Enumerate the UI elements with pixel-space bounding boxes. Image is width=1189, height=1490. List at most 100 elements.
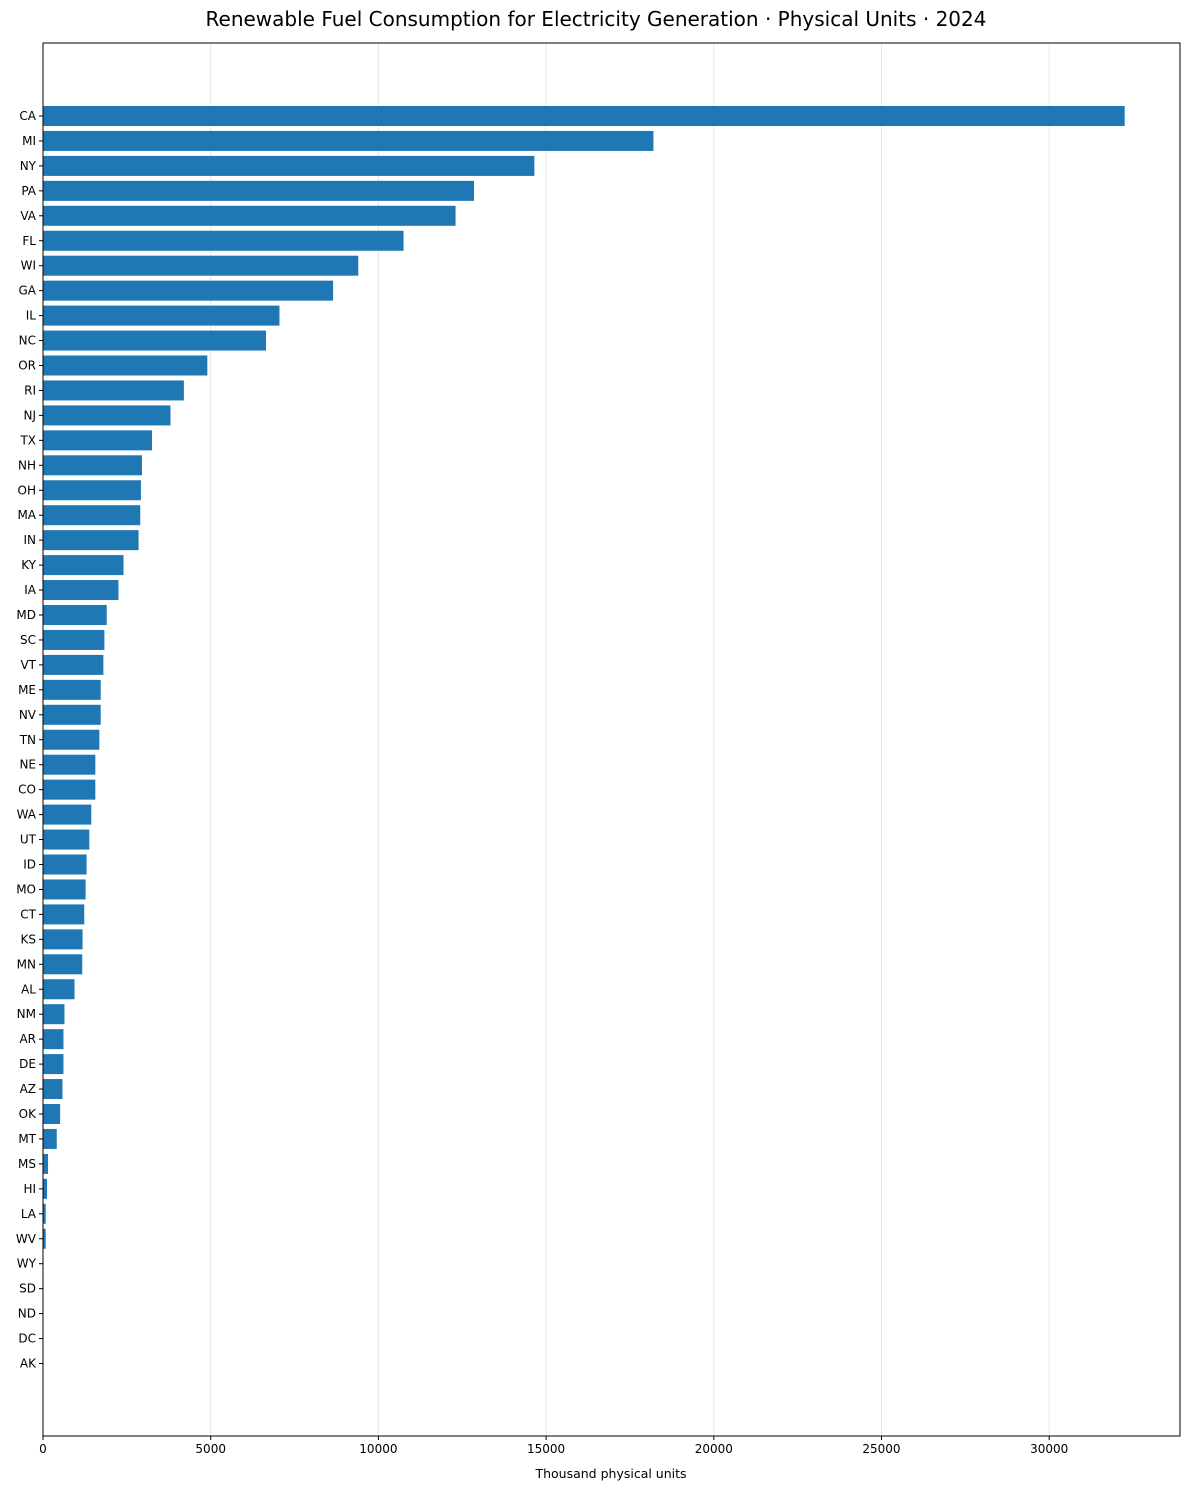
x-axis-label: Thousand physical units — [534, 1466, 686, 1481]
bar-vt — [43, 654, 104, 675]
x-tick-label: 30000 — [1030, 1442, 1068, 1456]
y-tick-label: SC — [20, 633, 36, 647]
bar-ks — [43, 929, 83, 950]
x-tick-label: 15000 — [527, 1442, 565, 1456]
y-tick-label: PA — [21, 184, 36, 198]
bar-ms — [43, 1153, 49, 1174]
y-tick-label: SD — [19, 1282, 36, 1296]
y-tick-label: CO — [18, 783, 36, 797]
bar-la — [43, 1203, 46, 1224]
bar-ga — [43, 280, 334, 301]
y-tick-label: NV — [19, 708, 37, 722]
y-tick-label: KY — [21, 558, 36, 572]
bar-az — [43, 1079, 63, 1100]
x-tick-label: 20000 — [695, 1442, 733, 1456]
y-tick-label: ND — [18, 1307, 36, 1321]
bar-ar — [43, 1029, 64, 1050]
x-tick-label: 10000 — [359, 1442, 397, 1456]
bar-me — [43, 679, 101, 700]
bar-ny — [43, 155, 535, 176]
bar-tn — [43, 729, 100, 750]
y-tick-label: VT — [20, 658, 36, 672]
chart-title: Renewable Fuel Consumption for Electrici… — [206, 7, 987, 31]
bar-hi — [43, 1178, 48, 1199]
bar-wv — [43, 1228, 46, 1249]
y-tick-label: NM — [17, 1007, 36, 1021]
x-tick-label: 5000 — [195, 1442, 226, 1456]
y-tick-label: VA — [20, 209, 36, 223]
bars — [43, 106, 1125, 1249]
y-tick-label: FL — [22, 234, 36, 248]
bar-nm — [43, 1004, 65, 1025]
y-tick-label: DC — [18, 1332, 36, 1346]
bar-ri — [43, 380, 184, 401]
y-tick-label: TX — [19, 433, 36, 447]
y-tick-label: HI — [23, 1182, 36, 1196]
bar-mt — [43, 1128, 57, 1149]
y-tick-label: WI — [21, 259, 36, 273]
bar-nh — [43, 455, 142, 476]
bar-va — [43, 205, 456, 226]
bar-ia — [43, 580, 119, 601]
y-tick-label: NJ — [23, 408, 36, 422]
y-tick-label: TN — [19, 733, 36, 747]
y-tick-label: CT — [20, 907, 36, 921]
y-tick-label: MT — [18, 1132, 36, 1146]
bar-ct — [43, 904, 85, 925]
bar-ky — [43, 555, 124, 576]
bar-wa — [43, 804, 92, 825]
y-tick-label: KS — [21, 932, 37, 946]
x-axis-ticks: 0 5000 10000 15000 20000 25000 30000 — [39, 1436, 1068, 1456]
y-tick-label: WV — [16, 1232, 37, 1246]
bar-wi — [43, 255, 359, 276]
y-tick-label: MO — [16, 882, 36, 896]
y-tick-label: MS — [18, 1157, 36, 1171]
y-tick-label: ME — [18, 683, 36, 697]
bar-in — [43, 530, 139, 551]
x-tick-label: 0 — [39, 1442, 47, 1456]
bar-al — [43, 979, 75, 1000]
y-tick-label: UT — [20, 833, 37, 847]
y-tick-label: AZ — [20, 1082, 36, 1096]
bar-id — [43, 854, 87, 875]
bar-nc — [43, 330, 267, 351]
bar-or — [43, 355, 208, 376]
bar-ok — [43, 1104, 61, 1124]
y-tick-label: NE — [19, 758, 36, 772]
bar-pa — [43, 180, 474, 201]
bar-ut — [43, 829, 90, 850]
y-tick-label: LA — [21, 1207, 37, 1221]
y-tick-label: OK — [19, 1107, 37, 1121]
y-tick-label: OR — [18, 359, 36, 373]
y-tick-label: IL — [26, 309, 37, 323]
bar-ca — [43, 106, 1125, 126]
y-tick-label: MD — [16, 608, 36, 622]
bar-sc — [43, 629, 105, 650]
y-tick-label: WA — [17, 808, 37, 822]
bar-mi — [43, 130, 654, 151]
y-tick-label: IN — [23, 533, 36, 547]
y-tick-label: CA — [19, 109, 36, 123]
bar-fl — [43, 230, 404, 251]
y-tick-label: AL — [21, 982, 36, 996]
bar-ma — [43, 505, 141, 526]
bar-nv — [43, 704, 101, 725]
y-tick-label: IA — [24, 583, 37, 597]
y-tick-label: GA — [18, 284, 36, 298]
y-tick-label: ID — [23, 858, 36, 872]
y-tick-label: AK — [20, 1357, 37, 1371]
y-tick-label: NC — [19, 334, 36, 348]
bar-nj — [43, 405, 171, 426]
y-tick-label: WY — [17, 1257, 37, 1271]
bar-oh — [43, 480, 141, 501]
y-tick-label: MA — [17, 508, 36, 522]
bar-mo — [43, 879, 86, 900]
y-tick-label: NY — [20, 159, 37, 173]
y-tick-label: MI — [22, 134, 36, 148]
bar-ne — [43, 754, 96, 775]
y-tick-label: DE — [19, 1057, 36, 1071]
bar-il — [43, 305, 280, 326]
x-tick-label: 25000 — [862, 1442, 900, 1456]
